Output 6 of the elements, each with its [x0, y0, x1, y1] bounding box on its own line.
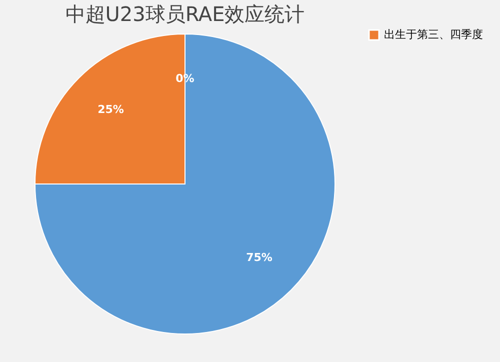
data-label: 25% [98, 102, 124, 116]
pie-slice [34, 34, 336, 334]
data-label: 75% [246, 251, 272, 264]
chart-title: 中超U23球员RAE效应统计 [65, 2, 305, 26]
legend-label: 出生于第三、四季度 [384, 28, 483, 41]
text: 0% [176, 72, 194, 85]
